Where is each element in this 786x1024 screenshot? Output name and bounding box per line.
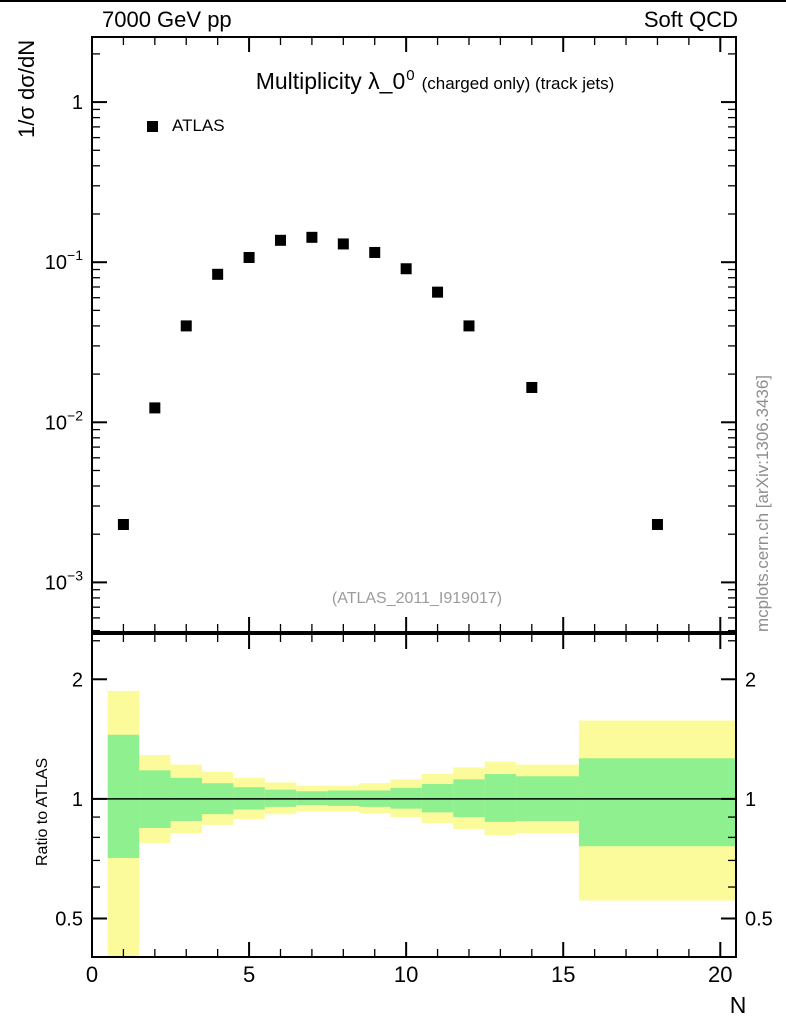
legend-label: ATLAS — [172, 116, 225, 135]
svg-text:2: 2 — [745, 669, 756, 691]
main-y-tick-labels: 1 10−1 10−2 10−3 — [45, 92, 83, 594]
process-group-label: Soft QCD — [643, 7, 738, 32]
legend-square-marker-icon — [147, 120, 158, 132]
legend: ATLAS — [147, 116, 225, 136]
svg-text:5: 5 — [243, 962, 255, 987]
x-axis-title: N — [729, 992, 747, 1018]
analysis-id-watermark: (ATLAS_2011_I919017) — [331, 590, 503, 607]
svg-text:15: 15 — [551, 962, 575, 987]
svg-text:0.5: 0.5 — [55, 908, 83, 930]
plot-title: Multiplicity λ_0 0 (charged only) (track… — [255, 67, 615, 95]
svg-text:2: 2 — [72, 669, 83, 691]
svg-text:20: 20 — [708, 962, 732, 987]
svg-text:0.5: 0.5 — [745, 908, 773, 930]
ratio-uncertainty-bands — [107, 690, 736, 957]
svg-text:10−2: 10−2 — [45, 407, 83, 434]
x-tick-labels: 0 5 10 15 20 — [86, 962, 733, 987]
svg-text:1: 1 — [72, 92, 83, 114]
panel-frames — [91, 36, 737, 958]
beam-energy-label: 7000 GeV pp — [102, 7, 232, 32]
atlas-data-points — [117, 231, 663, 530]
plot-title-superscript: 0 — [406, 67, 415, 84]
main-y-axis-title: 1/σ dσ/dN — [14, 39, 39, 138]
plot-title-suffix: (charged only) (track jets) — [421, 74, 615, 93]
plot-title-main: Multiplicity λ_0 — [255, 68, 406, 94]
mcplots-arxiv-sidetext: mcplots.cern.ch [arXiv:1306.3436] — [753, 374, 772, 632]
svg-text:1: 1 — [72, 789, 83, 811]
svg-text:10: 10 — [394, 962, 418, 987]
svg-text:1: 1 — [745, 789, 756, 811]
svg-text:10−3: 10−3 — [45, 567, 83, 594]
svg-text:0: 0 — [86, 962, 98, 987]
ratio-y-tick-labels: 2 2 1 1 0.5 0.5 — [55, 669, 773, 930]
svg-text:10−1: 10−1 — [45, 247, 83, 274]
ratio-y-axis-title: Ratio to ATLAS — [34, 757, 51, 866]
axis-ticks — [91, 37, 736, 958]
